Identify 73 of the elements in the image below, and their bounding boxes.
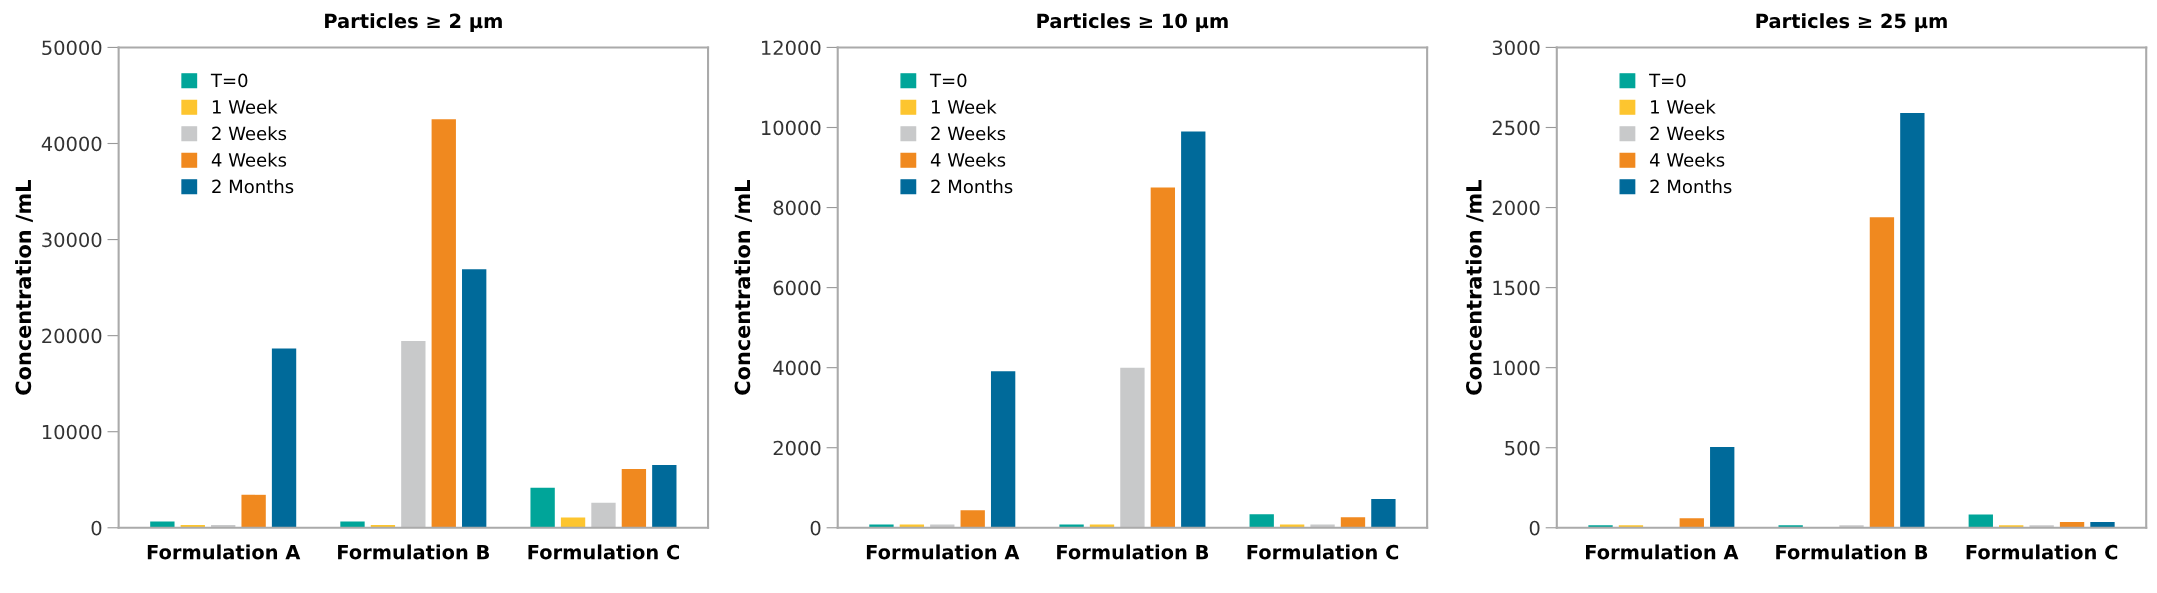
bar (1340, 517, 1366, 528)
y-tick-label: 1500 (1493, 280, 1540, 296)
y-tick-label: 20000 (42, 328, 102, 344)
legend-label: 2 Months (212, 179, 294, 194)
y-tick-label: 500 (1505, 440, 1540, 456)
legend-label: T=0 (1649, 73, 1686, 88)
legend-label: 1 Week (931, 99, 997, 114)
chart-title: Particles ≥ 10 µm (1037, 13, 1228, 33)
legend-label: 1 Week (212, 99, 278, 114)
x-tick-label: Formulation B (338, 544, 490, 560)
bar (1869, 217, 1895, 528)
bar (1968, 514, 1993, 528)
y-tick-label: 1000 (1493, 360, 1540, 376)
legend-label: T=0 (929, 73, 967, 88)
legend-label: 4 Weeks (930, 152, 1006, 167)
y-tick-label: 2000 (773, 440, 821, 456)
legend-label: 4 Weeks (1649, 152, 1725, 167)
bar (1371, 498, 1396, 528)
bar (271, 348, 297, 528)
y-axis-title: Concentration /mL (1465, 180, 1484, 395)
y-axis-title: Concentration /mL (15, 180, 33, 395)
bar (591, 502, 616, 528)
bar (1710, 446, 1735, 528)
legend-label: 2 Months (1650, 179, 1732, 194)
x-tick-label: Formulation C (528, 544, 679, 560)
y-axis-title: Concentration /mL (734, 180, 752, 395)
y-tick-label: 4000 (773, 360, 821, 376)
y-tick-label: 2000 (1492, 200, 1540, 216)
y-tick-label: 0 (1529, 520, 1540, 536)
legend-label: 2 Weeks (931, 126, 1006, 141)
bar (401, 341, 426, 528)
y-tick-label: 2500 (1492, 120, 1540, 136)
chart-title: Particles ≥ 25 µm (1756, 13, 1947, 33)
y-tick-label: 0 (91, 520, 102, 536)
bar (1120, 367, 1145, 528)
y-tick-label: 6000 (773, 280, 821, 296)
x-tick-label: Formulation C (1247, 544, 1399, 560)
bar (990, 371, 1016, 528)
y-tick-label: 12000 (762, 40, 821, 56)
chart-title: Particles ≥ 2 µm (325, 13, 502, 33)
bar (1150, 187, 1176, 528)
x-tick-label: Formulation B (1776, 544, 1928, 560)
x-tick-label: Formulation B (1057, 544, 1209, 560)
y-tick-label: 30000 (42, 232, 102, 248)
bar (1249, 514, 1274, 528)
legend-label: 1 Week (1651, 99, 1716, 114)
y-tick-label: 40000 (41, 136, 102, 152)
x-tick-label: Formulation C (1966, 544, 2118, 560)
bar (1900, 113, 1925, 528)
legend-label: 2 Weeks (1650, 126, 1725, 141)
bar (431, 119, 456, 528)
legend-label: 2 Months (931, 179, 1013, 194)
x-tick-label: Formulation A (866, 544, 1020, 560)
y-tick-label: 3000 (1492, 40, 1540, 56)
bar (530, 487, 555, 528)
bar (241, 494, 266, 528)
y-tick-label: 50000 (42, 40, 102, 56)
y-tick-label: 0 (810, 520, 821, 536)
bar (1181, 131, 1206, 528)
bar (1679, 518, 1704, 528)
y-tick-label: 10000 (762, 120, 821, 136)
bar (652, 464, 677, 528)
y-tick-label: 10000 (42, 424, 102, 440)
legend-label: 2 Weeks (212, 126, 287, 141)
bar (621, 468, 647, 528)
legend-label: 4 Weeks (211, 152, 287, 167)
bar (560, 517, 586, 528)
x-tick-label: Formulation A (147, 544, 301, 560)
y-tick-label: 8000 (773, 200, 821, 216)
x-tick-label: Formulation A (1586, 544, 1739, 560)
bar (960, 510, 985, 528)
legend-label: T=0 (210, 73, 248, 88)
bar (462, 269, 487, 528)
